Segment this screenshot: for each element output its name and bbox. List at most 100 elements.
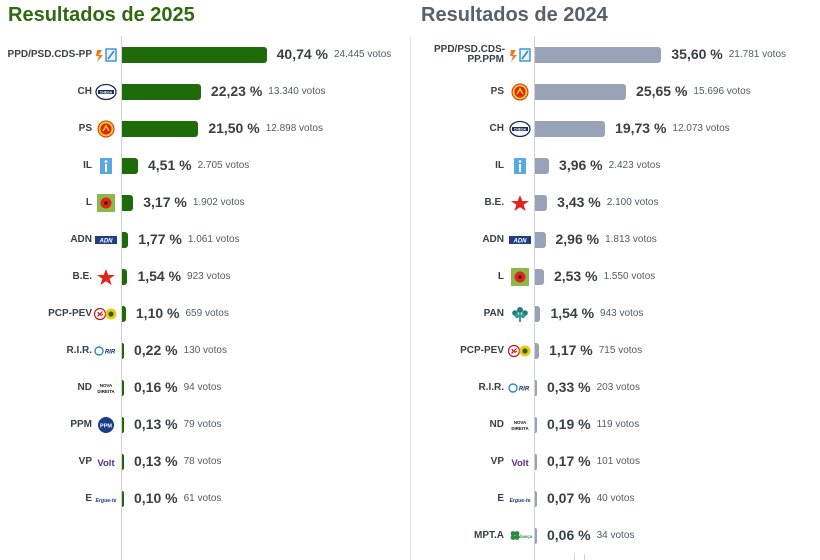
percentage-label: 1,54 %: [550, 305, 595, 321]
result-row-2025: B.E. 1,54 % 923 votos: [0, 267, 400, 287]
svg-text:CHEGA: CHEGA: [100, 91, 113, 95]
result-row-2024: PCP-PEV 1,17 % 715 votos: [410, 341, 820, 361]
party-label: L: [85, 197, 92, 208]
result-bar: [535, 454, 537, 470]
be-logo-icon: [508, 194, 532, 212]
volt-logo-icon: Volt: [508, 453, 532, 471]
votes-label: 1.902 votos: [192, 197, 245, 208]
result-row-2025: E Ergue-te 0,10 % 61 votos: [0, 489, 400, 509]
il-logo-icon: [94, 157, 118, 175]
results-2025-title: Resultados de 2025: [8, 4, 195, 26]
percentage-label: 3,43 %: [557, 194, 601, 210]
result-row-2024: L 2,53 % 1.550 votos: [410, 267, 820, 287]
percentage-label: 22,23 %: [210, 83, 263, 99]
votes-label: 2.100 votos: [606, 197, 659, 208]
votes-label: 24.445 votos: [334, 49, 392, 60]
cdu-logo-icon: [507, 342, 532, 360]
svg-text:Volt: Volt: [97, 458, 115, 469]
result-bar: [122, 269, 128, 285]
percentage-label: 1,77 %: [138, 231, 182, 247]
result-bar: [122, 343, 124, 359]
votes-label: 203 votos: [596, 382, 640, 393]
votes-label: 94 votos: [183, 382, 222, 393]
votes-label: 21.781 votos: [728, 49, 787, 60]
result-row-2024: PAN 1,54 % 943 votos: [410, 304, 820, 324]
result-row-2025: IL 4,51 % 2.705 votos: [0, 156, 400, 176]
percentage-label: 4,51 %: [148, 157, 192, 173]
percentage-label: 0,13 %: [134, 453, 178, 469]
cdu-logo-icon: [93, 305, 118, 323]
nova-direita-logo-icon: NOVA DIREITA: [94, 379, 118, 397]
panel-divider: [410, 36, 411, 560]
percentage-label: 0,07 %: [547, 490, 591, 506]
result-bar: [535, 528, 537, 544]
result-row-2025: VP Volt 0,13 % 78 votos: [0, 452, 400, 472]
result-row-2025: ND NOVA DIREITA 0,16 % 94 votos: [0, 378, 400, 398]
adn-logo-icon: ADN: [508, 231, 532, 249]
votes-label: 13.340 votos: [268, 86, 326, 97]
percentage-label: 0,16 %: [134, 379, 178, 395]
ppm-logo-icon: PPM: [94, 416, 118, 434]
party-label: B.E.: [484, 197, 504, 208]
svg-text:NOVA: NOVA: [100, 383, 113, 388]
votes-label: 40 votos: [596, 493, 635, 504]
svg-text:Volt: Volt: [511, 458, 529, 469]
percentage-label: 0,33 %: [547, 379, 591, 395]
percentage-label: 1,10 %: [135, 305, 180, 321]
svg-text:RIR: RIR: [105, 350, 116, 356]
votes-label: 34 votos: [596, 530, 635, 541]
party-label: R.I.R.: [478, 382, 504, 393]
livre-logo-icon: [508, 268, 532, 286]
ad-logo-icon: [508, 46, 532, 64]
svg-text:RIR: RIR: [519, 387, 530, 393]
ergue-te-logo-icon: Ergue-te: [94, 490, 118, 508]
result-row-2024: VP Volt 0,17 % 101 votos: [410, 452, 820, 472]
party-label: CH: [489, 123, 504, 134]
party-label: PPD/PSD.CDS-PP: [7, 49, 92, 60]
votes-label: 923 votos: [187, 271, 231, 282]
votes-label: 15.696 votos: [693, 86, 751, 97]
votes-label: 1.061 votos: [187, 234, 240, 245]
axis-tickmarks: [534, 554, 594, 560]
results-2024-axis: [534, 36, 535, 560]
votes-label: 1.550 votos: [603, 271, 656, 282]
party-label: E: [85, 493, 92, 504]
results-2025-panel: Resultados de 2025 PPD/PSD.CDS-PP 40,74 …: [0, 0, 400, 560]
svg-text:DIREITA: DIREITA: [511, 426, 529, 431]
livre-logo-icon: [94, 194, 118, 212]
svg-text:PPM: PPM: [100, 424, 112, 430]
votes-label: 659 votos: [185, 308, 229, 319]
result-bar: [535, 121, 606, 137]
percentage-label: 3,96 %: [559, 157, 603, 173]
percentage-label: 25,65 %: [636, 83, 688, 99]
party-label: PS: [78, 123, 92, 134]
result-bar: [122, 158, 138, 174]
result-bar: [535, 417, 537, 433]
svg-text:ADN: ADN: [513, 239, 528, 245]
party-label: PPD/PSD.CDS-PP.PPM: [434, 44, 506, 65]
votes-label: 2.423 votos: [608, 160, 661, 171]
percentage-label: 0,10 %: [134, 490, 178, 506]
result-bar: [535, 269, 544, 285]
result-row-2025: R.I.R. RIR 0,22 % 130 votos: [0, 341, 400, 361]
result-bar: [535, 306, 541, 322]
result-bar: [122, 84, 201, 100]
votes-label: 2.705 votos: [197, 160, 250, 171]
result-row-2024: IL 3,96 % 2.423 votos: [410, 156, 820, 176]
result-row-2025: PS 21,50 % 12.898 votos: [0, 119, 400, 139]
rir-logo-icon: RIR: [508, 379, 532, 397]
votes-label: 943 votos: [600, 308, 644, 319]
result-bar: [122, 417, 124, 433]
result-row-2025: ADN ADN 1,77 % 1.061 votos: [0, 230, 400, 250]
percentage-label: 35,60 %: [671, 46, 723, 62]
chega-logo-icon: CHEGA: [508, 120, 532, 138]
percentage-label: 2,53 %: [553, 268, 598, 284]
ps-logo-icon: [94, 120, 118, 138]
result-bar: [122, 195, 134, 211]
result-row-2024: R.I.R. RIR 0,33 % 203 votos: [410, 378, 820, 398]
result-bar: [122, 121, 199, 137]
votes-label: 130 votos: [183, 345, 227, 356]
result-bar: [535, 47, 662, 63]
percentage-label: 1,17 %: [549, 342, 593, 358]
votes-label: 12.898 votos: [265, 123, 323, 134]
